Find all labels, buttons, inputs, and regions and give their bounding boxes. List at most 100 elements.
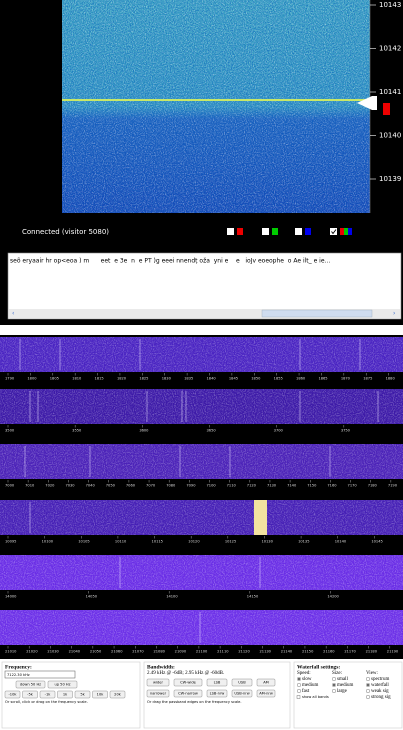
- button[interactable]: [231, 689, 253, 698]
- band-label: 21140: [281, 650, 293, 654]
- band-label: 1870: [341, 377, 351, 381]
- button-label: 20k: [114, 693, 122, 697]
- scroll-right[interactable]: ›: [393, 310, 395, 317]
- button[interactable]: [4, 690, 21, 699]
- radio-label: slow: [302, 677, 312, 682]
- radio[interactable]: [332, 689, 337, 694]
- color-swatch: [348, 228, 352, 235]
- checkbox[interactable]: [227, 228, 234, 235]
- band-label: 10100: [42, 540, 54, 544]
- band-label: 21090: [175, 650, 187, 654]
- radio-dot: [333, 684, 335, 686]
- button[interactable]: [74, 690, 91, 699]
- checkbox[interactable]: [296, 695, 301, 699]
- scale-label: 10142: [379, 45, 401, 53]
- check: [331, 229, 337, 235]
- button[interactable]: [57, 690, 73, 699]
- passband-marker: [383, 103, 390, 115]
- button[interactable]: [109, 690, 126, 699]
- band-label: 7180: [368, 484, 378, 488]
- band-label: 21180: [366, 650, 378, 654]
- band-label: 10095: [5, 540, 16, 544]
- button[interactable]: [206, 678, 228, 687]
- checkbox-label: show all bands: [302, 695, 329, 699]
- section-title: Bandwidth:: [147, 664, 175, 670]
- radio-label: fast: [302, 689, 310, 694]
- status: Connected (visitor 5080): [22, 228, 109, 236]
- button[interactable]: [256, 689, 276, 698]
- band-label: 7190: [388, 484, 398, 488]
- band-noise: [0, 389, 403, 424]
- button[interactable]: [22, 690, 38, 699]
- band-label: 1825: [139, 377, 148, 381]
- band-label: 21150: [302, 650, 314, 654]
- scrollbar-thumb[interactable]: [261, 309, 373, 318]
- band-label: 7000: [5, 484, 15, 488]
- button-label: -5k: [27, 693, 34, 697]
- button-label: AM-nrw: [259, 692, 273, 696]
- button[interactable]: [231, 678, 253, 687]
- button[interactable]: [47, 680, 78, 689]
- band-label: 14100: [166, 595, 178, 599]
- radio[interactable]: [366, 689, 371, 694]
- button[interactable]: [173, 678, 203, 687]
- button-label: up 50 Hz: [54, 683, 70, 687]
- column-title: Speed:: [297, 671, 311, 676]
- band-label: 21070: [132, 650, 144, 654]
- color-options: [227, 228, 352, 235]
- scale-label: 10140: [379, 132, 401, 140]
- band-label: 21160: [323, 650, 335, 654]
- button[interactable]: [15, 680, 46, 689]
- band-label: 21030: [47, 650, 59, 654]
- band-label: 1875: [363, 377, 372, 381]
- band-label: 7160: [327, 484, 337, 488]
- band-label: 21100: [196, 650, 208, 654]
- radio[interactable]: [366, 677, 371, 682]
- button-label: 5k: [80, 693, 85, 697]
- scrollbar[interactable]: [9, 309, 400, 318]
- frequency-input[interactable]: [4, 670, 76, 679]
- band-label: 7070: [146, 484, 156, 488]
- band-label: 3600: [139, 429, 149, 433]
- radio[interactable]: [297, 683, 302, 688]
- button[interactable]: [146, 678, 170, 687]
- button[interactable]: [92, 690, 108, 699]
- button-label: down 50 Hz: [20, 683, 41, 687]
- button[interactable]: [173, 689, 203, 698]
- band-scale: [0, 425, 403, 435]
- band-label: 21050: [90, 650, 102, 654]
- band-label: 3700: [274, 429, 284, 433]
- radio[interactable]: [366, 695, 371, 700]
- checkbox[interactable]: [262, 228, 269, 235]
- band-label: 7090: [186, 484, 196, 488]
- button-label: CW-wide: [180, 681, 196, 685]
- button[interactable]: [146, 689, 170, 698]
- tuning-marker[interactable]: [357, 96, 372, 110]
- note: Or drag the passband edges on the freque…: [147, 700, 242, 704]
- radio[interactable]: [332, 677, 337, 682]
- chat-text: seõ eryaair hr op<eoa ) m eet e 3e n e P…: [10, 258, 330, 265]
- band-label: 7030: [65, 484, 75, 488]
- color-swatch: [237, 228, 243, 235]
- button[interactable]: [39, 690, 56, 699]
- radio[interactable]: [297, 689, 302, 694]
- band-label: 10120: [188, 540, 200, 544]
- scale-label: 10143: [379, 1, 401, 9]
- band-label: 7060: [126, 484, 136, 488]
- band-label: 21120: [238, 650, 250, 654]
- button[interactable]: [256, 678, 276, 687]
- band-label: 10140: [335, 540, 347, 544]
- checkbox[interactable]: [295, 228, 302, 235]
- band-label: 1830: [162, 377, 172, 381]
- band-label: 10125: [225, 540, 236, 544]
- radio-label: medium: [337, 683, 353, 688]
- button[interactable]: [206, 689, 228, 698]
- chat-box[interactable]: [7, 252, 402, 320]
- band-label: 14200: [327, 595, 339, 599]
- scroll-left[interactable]: ‹: [12, 310, 14, 317]
- band-label: 7140: [287, 484, 297, 488]
- band-label: 1860: [296, 377, 306, 381]
- band-label: 1815: [95, 377, 104, 381]
- checkbox[interactable]: [330, 228, 337, 235]
